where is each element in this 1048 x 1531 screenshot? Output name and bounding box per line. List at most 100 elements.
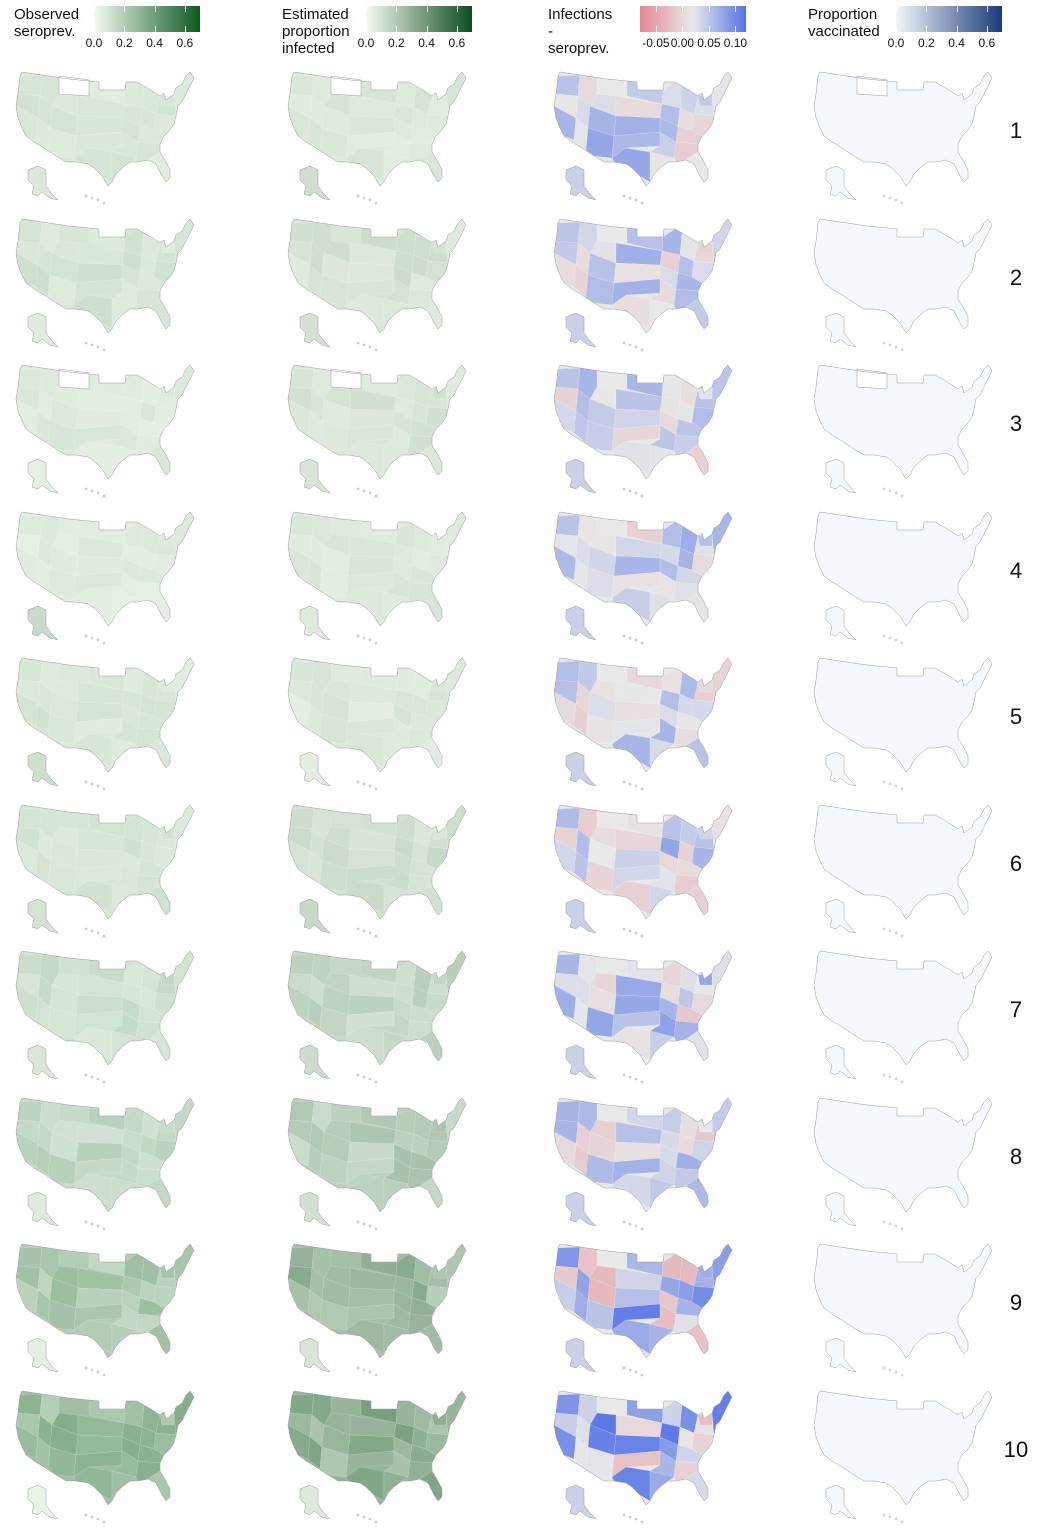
hawaii-island (894, 784, 898, 788)
state-shape (585, 274, 615, 305)
hawaii-island (84, 1073, 88, 1077)
hawaii-island (356, 341, 360, 344)
state-shape (345, 864, 395, 891)
legend-tick-mark (154, 26, 156, 32)
legend-tick-label: 0.2 (387, 36, 405, 50)
hawaii-island (622, 1220, 626, 1223)
state-fills (288, 218, 466, 333)
state-shape (555, 1246, 581, 1269)
state-shape (173, 511, 194, 556)
hawaii-island (362, 1075, 366, 1079)
state-fills (554, 511, 732, 626)
hawaii-island (84, 1220, 88, 1223)
legend-tick-mark (366, 26, 367, 32)
hawaii-island (96, 638, 100, 641)
hawaii-island (634, 1370, 638, 1374)
hawaii-island (374, 1373, 378, 1377)
hawaii-island (374, 1520, 378, 1523)
hawaii-island (882, 1073, 886, 1077)
hawaii-island (640, 348, 644, 351)
state-shape (711, 365, 732, 410)
hawaii-island (888, 489, 892, 493)
legend-tick-mark (896, 6, 897, 12)
legend-tick-label: 0.05 (697, 36, 721, 50)
hawaii-island (882, 1220, 886, 1223)
state-shape (585, 420, 615, 452)
hawaii-island (90, 489, 94, 493)
hawaii-island (356, 634, 360, 637)
hawaii-island (628, 196, 632, 200)
row-number-label: 8 (1009, 1143, 1023, 1169)
alaska-shape (825, 605, 857, 640)
hawaii-island (634, 345, 638, 348)
us-map (15, 218, 195, 351)
hawaii-island (628, 1368, 632, 1372)
vaccinated-map (812, 799, 1002, 939)
difference-map (552, 652, 742, 792)
state-fills (554, 951, 732, 1065)
vaccinated-map (812, 213, 1002, 353)
legend-tick-mark (986, 6, 988, 12)
alaska-shape (565, 1044, 597, 1080)
estimated-infected-map (286, 1092, 476, 1232)
alaska-shape (27, 1191, 59, 1226)
us-map (287, 1097, 467, 1230)
legend-color-bar (896, 6, 1002, 32)
state-shape (73, 1157, 123, 1184)
legend-tick-mark (896, 26, 897, 32)
hawaii-island (84, 341, 88, 344)
row-number-label: 4 (1009, 557, 1023, 583)
state-shape (611, 424, 661, 452)
state-shape (585, 127, 615, 159)
state-shape (345, 717, 395, 745)
country-outline (287, 218, 467, 333)
country-outline (813, 950, 993, 1066)
map-row: 10 (0, 1385, 1048, 1531)
state-shape (611, 131, 661, 159)
hawaii-island (96, 784, 100, 788)
difference-map (552, 1238, 742, 1378)
country-outline (813, 804, 993, 919)
state-fills (288, 1390, 466, 1505)
state-fills (288, 804, 466, 919)
country-outline (287, 364, 467, 480)
hawaii-island (900, 1373, 904, 1377)
hawaii-island (84, 927, 88, 930)
us-map (287, 804, 467, 937)
hawaii-island (640, 641, 644, 644)
hawaii-island (102, 201, 106, 205)
map-row: 9 (0, 1238, 1048, 1384)
state-shape (711, 804, 732, 849)
hawaii-island (368, 638, 372, 641)
legend-tick-mark (708, 26, 710, 32)
state-shape (445, 365, 466, 410)
state-shape (17, 1246, 43, 1269)
hawaii-island (362, 196, 366, 200)
state-shape (611, 864, 661, 891)
hawaii-island (634, 1224, 638, 1227)
alaska-shape (27, 898, 59, 933)
hawaii-island (90, 343, 94, 346)
legend-tick-mark (735, 26, 737, 32)
us-map (813, 950, 993, 1084)
state-shape (555, 953, 581, 976)
us-map (287, 1243, 467, 1377)
state-shape (585, 1006, 615, 1038)
hawaii-island (628, 929, 632, 932)
state-shape (319, 1006, 349, 1038)
state-shape (345, 571, 395, 598)
state-shape (711, 658, 732, 703)
observed-seroprevalence-map (14, 1092, 204, 1232)
hawaii-island (894, 345, 898, 348)
state-shape (73, 864, 123, 891)
country-outline (553, 804, 733, 919)
state-shape (555, 74, 581, 97)
state-shape (611, 717, 661, 745)
hawaii-island (628, 343, 632, 346)
alaska-shape (299, 458, 331, 494)
state-shape (173, 951, 194, 996)
hawaii-island (634, 784, 638, 788)
state-shape (289, 367, 315, 390)
hawaii-island (368, 491, 372, 495)
hawaii-island (894, 931, 898, 934)
